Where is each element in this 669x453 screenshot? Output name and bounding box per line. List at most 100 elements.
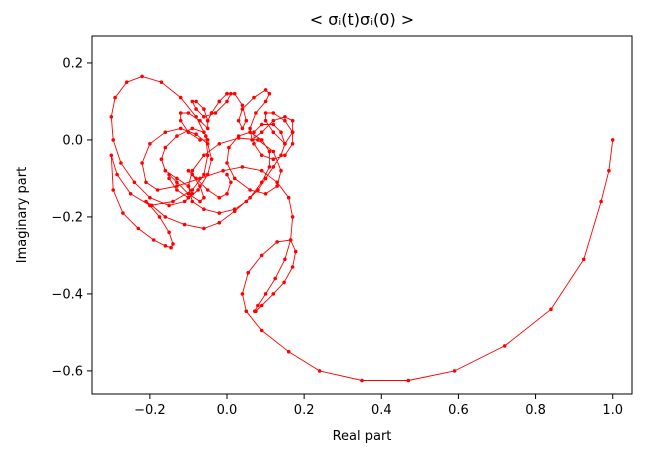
data-point (159, 157, 164, 161)
data-point (190, 192, 195, 196)
data-point (163, 244, 168, 248)
data-point (194, 107, 198, 111)
data-point (225, 161, 229, 165)
data-point (109, 115, 114, 119)
data-point (196, 188, 200, 192)
data-point (190, 126, 195, 131)
data-point (213, 111, 218, 115)
data-point (582, 257, 586, 262)
data-point (317, 369, 322, 373)
data-point (279, 153, 283, 158)
data-point (275, 240, 279, 244)
data-point (290, 118, 295, 123)
data-point (248, 126, 252, 131)
data-point (190, 99, 195, 104)
data-point (248, 195, 252, 200)
data-point (113, 95, 117, 100)
y-tick-label: −0.4 (51, 287, 83, 302)
data-point (275, 180, 279, 185)
data-point (194, 115, 198, 119)
data-point (144, 199, 148, 204)
data-point (111, 188, 115, 192)
data-point (502, 344, 507, 348)
data-point (202, 130, 206, 134)
data-point (167, 176, 171, 181)
data-point (254, 111, 258, 115)
data-point (163, 130, 168, 134)
data-point (259, 180, 264, 185)
data-point (263, 176, 268, 181)
data-point (240, 292, 245, 296)
data-point (599, 199, 603, 204)
data-point (360, 378, 364, 383)
data-point (205, 172, 210, 177)
data-point (240, 126, 245, 131)
data-point (163, 145, 168, 150)
data-point (217, 142, 222, 146)
data-point (607, 168, 611, 173)
data-point (186, 111, 191, 115)
data-point (150, 203, 154, 208)
data-point (167, 172, 171, 177)
data-point (178, 118, 183, 123)
data-point (198, 176, 202, 181)
data-point (283, 142, 287, 146)
data-point (144, 180, 148, 185)
data-point (259, 253, 264, 258)
data-point (159, 80, 164, 84)
data-point (175, 184, 179, 188)
data-point (229, 180, 233, 185)
x-axis: −0.2 0.0 0.2 0.4 0.6 0.8 1.0 (134, 394, 623, 418)
data-point (190, 188, 195, 192)
data-point (244, 309, 249, 314)
data-point (290, 215, 295, 219)
data-point (167, 203, 171, 208)
data-point (271, 118, 276, 123)
data-point (175, 188, 179, 192)
data-point (252, 95, 256, 100)
data-point (225, 99, 229, 104)
data-point (175, 176, 179, 181)
data-point (225, 172, 229, 177)
data-point (148, 195, 152, 200)
data-point (259, 303, 264, 308)
data-point (267, 165, 272, 169)
x-axis-label: Real part (333, 429, 392, 444)
data-point (182, 199, 187, 204)
data-point (186, 192, 191, 196)
data-point (290, 142, 295, 146)
x-tick-label: −0.2 (134, 403, 166, 418)
data-point (205, 138, 210, 142)
data-point (259, 153, 264, 158)
data-point (236, 118, 241, 123)
data-point (163, 168, 168, 173)
chart-title: < σᵢ(t)σᵢ(0) > (310, 10, 414, 29)
data-point (252, 130, 256, 134)
data-point (111, 138, 115, 142)
data-point (240, 103, 245, 108)
data-point (205, 126, 210, 131)
data-point (273, 276, 278, 281)
data-point (157, 215, 162, 219)
data-point (190, 168, 195, 173)
data-point (283, 257, 287, 262)
data-point (190, 199, 195, 204)
data-point (119, 161, 123, 165)
y-axis-label: Imaginary part (15, 167, 30, 263)
data-point (178, 111, 183, 115)
data-point (250, 138, 254, 142)
data-point (217, 99, 222, 104)
data-point (140, 74, 144, 79)
data-point (169, 245, 173, 250)
data-point (253, 309, 257, 314)
data-point (286, 195, 291, 200)
data-point (286, 349, 291, 354)
data-point (271, 149, 276, 154)
data-point (194, 99, 198, 104)
data-point (202, 207, 206, 211)
data-point (205, 188, 210, 192)
data-point (136, 226, 141, 231)
data-point (109, 153, 114, 158)
data-point (263, 88, 268, 92)
